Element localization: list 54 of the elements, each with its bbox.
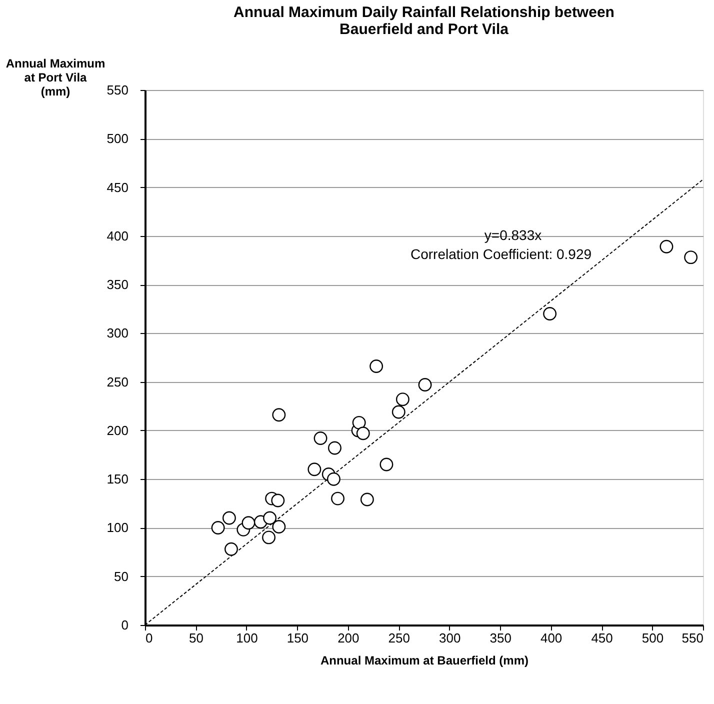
x-tick-label: 300: [439, 630, 461, 646]
point: [352, 416, 366, 430]
x-tick-label: 250: [388, 630, 410, 646]
y-tick-label: 0: [121, 618, 128, 632]
point: [211, 521, 225, 534]
point: [308, 462, 322, 476]
y-tick-label: 550: [106, 82, 128, 98]
x-tick-label: 550: [682, 630, 704, 646]
x-tick-label: 150: [286, 630, 309, 646]
y-tick-label: 250: [106, 374, 128, 390]
point: [272, 520, 286, 534]
point: [242, 516, 256, 530]
y-tick-label: 400: [106, 228, 128, 244]
point: [222, 511, 236, 525]
point: [396, 392, 410, 406]
y-tick-label: 200: [106, 422, 128, 438]
point: [262, 530, 276, 544]
x-tick-label: 50: [188, 630, 204, 646]
point: [224, 542, 238, 556]
y-tick-label: 300: [106, 326, 128, 341]
y-tick-label: 350: [106, 277, 128, 292]
x-tick-label: 200: [338, 630, 360, 646]
point: [272, 408, 286, 422]
x-tick-label: 0: [146, 630, 153, 646]
point: [271, 494, 285, 508]
point: [314, 432, 328, 445]
point: [684, 250, 698, 264]
y-tick-label: 150: [106, 472, 128, 487]
x-tick-label: 100: [236, 630, 258, 646]
x-tick-label: 450: [591, 630, 613, 646]
x-tick-label: 350: [490, 630, 512, 646]
y-tick-label: 100: [106, 520, 128, 536]
point: [543, 307, 557, 320]
point: [360, 492, 374, 506]
x-tick-label: 500: [642, 630, 664, 646]
point: [392, 405, 406, 419]
point: [356, 426, 370, 440]
annotation: Correlation Coefficient: 0.929: [410, 246, 592, 262]
point: [370, 360, 384, 373]
point: [331, 492, 344, 506]
point: [326, 472, 340, 486]
point: [263, 511, 277, 525]
point: [380, 458, 394, 472]
x-axis-title: Annual Maximum at Bauerfield (mm): [320, 654, 529, 668]
y-tick-label: 50: [114, 568, 128, 584]
chart-title: Annual Maximum Daily Rainfall Relationship between Bauerfield and Port Vila: [234, 4, 614, 38]
point: [328, 441, 342, 455]
annotation: y=0.833x: [484, 227, 542, 243]
y-axis-title: Annual Maximum at Port Vila (mm): [6, 56, 106, 98]
y-tick-label: 500: [106, 131, 128, 146]
point: [660, 240, 674, 254]
point: [418, 378, 432, 392]
y-tick-label: 450: [106, 180, 128, 195]
x-tick-label: 400: [540, 630, 562, 646]
